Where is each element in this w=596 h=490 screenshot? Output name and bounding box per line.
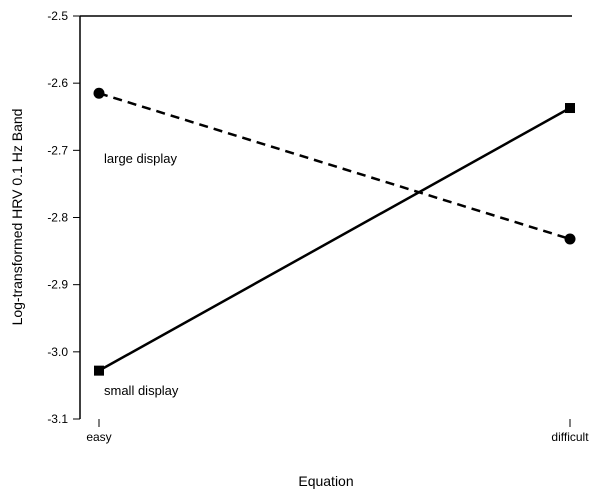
x-tick-label: difficult [551, 430, 589, 444]
data-point-circle [93, 87, 105, 99]
data-point-square [565, 103, 575, 114]
x-tick-label: easy [86, 430, 111, 444]
series-line-small-display [98, 106, 571, 372]
series-label: small display [104, 383, 179, 398]
y-tick-label: -2.5 [47, 9, 68, 23]
y-axis-title: Log-transformed HRV 0.1 Hz Band [9, 109, 25, 326]
y-tick-label: -2.8 [47, 211, 68, 225]
series-label: large display [104, 151, 177, 166]
y-axis: -2.5 -2.6 -2.7 -2.8 -2.9 -3.0 -3.1 [47, 9, 81, 426]
x-axis-title: Equation [298, 473, 353, 489]
x-axis: easy difficult [80, 15, 589, 444]
data-point-square [94, 365, 104, 376]
y-tick-label: -2.6 [47, 76, 68, 90]
y-tick-label: -2.9 [47, 278, 68, 292]
data-point-circle [564, 233, 576, 245]
y-tick-label: -2.7 [47, 143, 68, 157]
series-group: large display small display [93, 87, 576, 398]
y-tick-label: -3.1 [47, 412, 68, 426]
y-tick-label: -3.0 [47, 345, 68, 359]
series-line-large-display [98, 92, 571, 241]
